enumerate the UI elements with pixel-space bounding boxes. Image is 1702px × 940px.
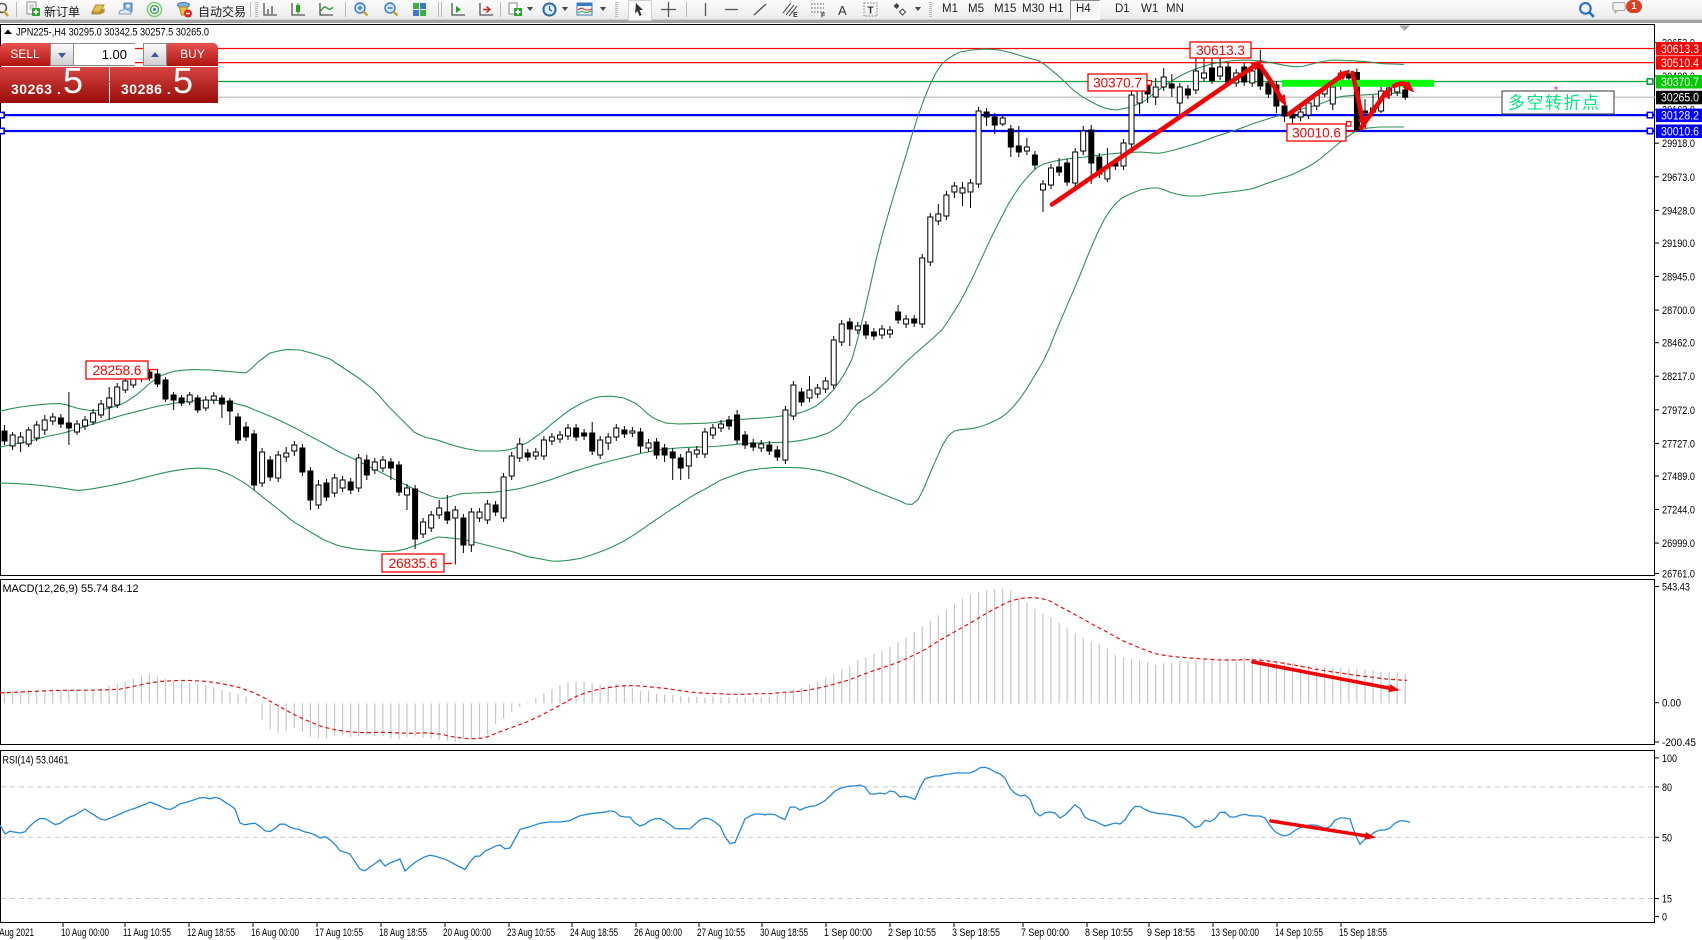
- svg-text:MACD(12,26,9) 55.74 84.12: MACD(12,26,9) 55.74 84.12: [3, 583, 139, 595]
- svg-text:30370.7: 30370.7: [1661, 77, 1699, 89]
- svg-text:8 Sep 10:55: 8 Sep 10:55: [1085, 927, 1133, 939]
- svg-text:80: 80: [1662, 782, 1672, 794]
- svg-text:T: T: [868, 6, 874, 17]
- svg-text:6 Aug 2021: 6 Aug 2021: [0, 927, 34, 939]
- svg-text:E: E: [793, 12, 798, 18]
- svg-text:15 Sep 18:55: 15 Sep 18:55: [1339, 927, 1387, 939]
- svg-text:28945.0: 28945.0: [1662, 272, 1695, 284]
- svg-text:30128.2: 30128.2: [1661, 110, 1699, 122]
- svg-text:14 Sep 10:55: 14 Sep 10:55: [1275, 927, 1323, 939]
- svg-text:30 Aug 18:55: 30 Aug 18:55: [760, 927, 808, 939]
- svg-text:26 Aug 00:00: 26 Aug 00:00: [634, 927, 682, 939]
- svg-text:0.00: 0.00: [1662, 698, 1681, 710]
- svg-text:RSI(14) 53.0461: RSI(14) 53.0461: [3, 755, 69, 767]
- svg-text:F: F: [821, 13, 826, 19]
- svg-text:50: 50: [1662, 832, 1672, 844]
- svg-text:27244.0: 27244.0: [1662, 505, 1695, 517]
- svg-text:0: 0: [1662, 912, 1667, 924]
- svg-text:3 Sep 18:55: 3 Sep 18:55: [952, 927, 1000, 939]
- svg-text:28217.0: 28217.0: [1662, 371, 1695, 383]
- svg-text:24 Aug 18:55: 24 Aug 18:55: [570, 927, 618, 939]
- svg-text:29190.0: 29190.0: [1662, 238, 1695, 250]
- svg-text:30510.4: 30510.4: [1661, 58, 1700, 70]
- svg-text:100: 100: [1662, 753, 1677, 765]
- svg-text:12 Aug 18:55: 12 Aug 18:55: [187, 927, 235, 939]
- svg-text:15: 15: [1662, 894, 1672, 906]
- svg-text:29428.0: 29428.0: [1662, 205, 1695, 217]
- svg-text:2 Sep 10:55: 2 Sep 10:55: [888, 927, 936, 939]
- svg-text:JPN225-,H4 30295.0 30342.5 30: JPN225-,H4 30295.0 30342.5 30257.5 30265…: [16, 27, 209, 39]
- svg-text:9 Sep 18:55: 9 Sep 18:55: [1147, 927, 1195, 939]
- svg-text:7 Sep 00:00: 7 Sep 00:00: [1021, 927, 1069, 939]
- svg-text:26999.0: 26999.0: [1662, 538, 1695, 550]
- svg-text:28700.0: 28700.0: [1662, 305, 1695, 317]
- svg-text:29673.0: 29673.0: [1662, 172, 1695, 184]
- svg-text:30613.3: 30613.3: [1661, 44, 1699, 56]
- svg-text:27 Aug 10:55: 27 Aug 10:55: [697, 927, 745, 939]
- svg-text:26835.6: 26835.6: [389, 556, 438, 571]
- svg-text:26761.0: 26761.0: [1662, 569, 1695, 581]
- svg-text:28258.6: 28258.6: [93, 363, 142, 378]
- svg-text:29918.0: 29918.0: [1662, 138, 1695, 150]
- svg-text:多空转折点: 多空转折点: [1508, 94, 1601, 113]
- svg-text:27489.0: 27489.0: [1662, 471, 1695, 483]
- svg-text:28462.0: 28462.0: [1662, 338, 1695, 350]
- svg-text:30265.0: 30265.0: [1661, 93, 1699, 105]
- svg-text:20 Aug 00:00: 20 Aug 00:00: [443, 927, 491, 939]
- svg-text:10 Aug 00:00: 10 Aug 00:00: [61, 927, 109, 939]
- svg-text:11 Aug 10:55: 11 Aug 10:55: [123, 927, 171, 939]
- svg-text:27972.0: 27972.0: [1662, 405, 1695, 417]
- svg-text:-200.45: -200.45: [1662, 737, 1696, 749]
- svg-text:30010.6: 30010.6: [1661, 126, 1699, 138]
- svg-text:1 Sep 00:00: 1 Sep 00:00: [824, 927, 872, 939]
- svg-text:23 Aug 10:55: 23 Aug 10:55: [507, 927, 555, 939]
- svg-text:30370.7: 30370.7: [1093, 75, 1142, 90]
- svg-text:16 Aug 00:00: 16 Aug 00:00: [251, 927, 299, 939]
- svg-text:30613.3: 30613.3: [1196, 43, 1245, 58]
- svg-text:17 Aug 10:55: 17 Aug 10:55: [315, 927, 363, 939]
- svg-text:27727.0: 27727.0: [1662, 438, 1695, 450]
- svg-text:543.43: 543.43: [1662, 582, 1690, 594]
- svg-text:30010.6: 30010.6: [1292, 125, 1341, 140]
- svg-text:18 Aug 18:55: 18 Aug 18:55: [379, 927, 427, 939]
- svg-text:13 Sep 00:00: 13 Sep 00:00: [1211, 927, 1259, 939]
